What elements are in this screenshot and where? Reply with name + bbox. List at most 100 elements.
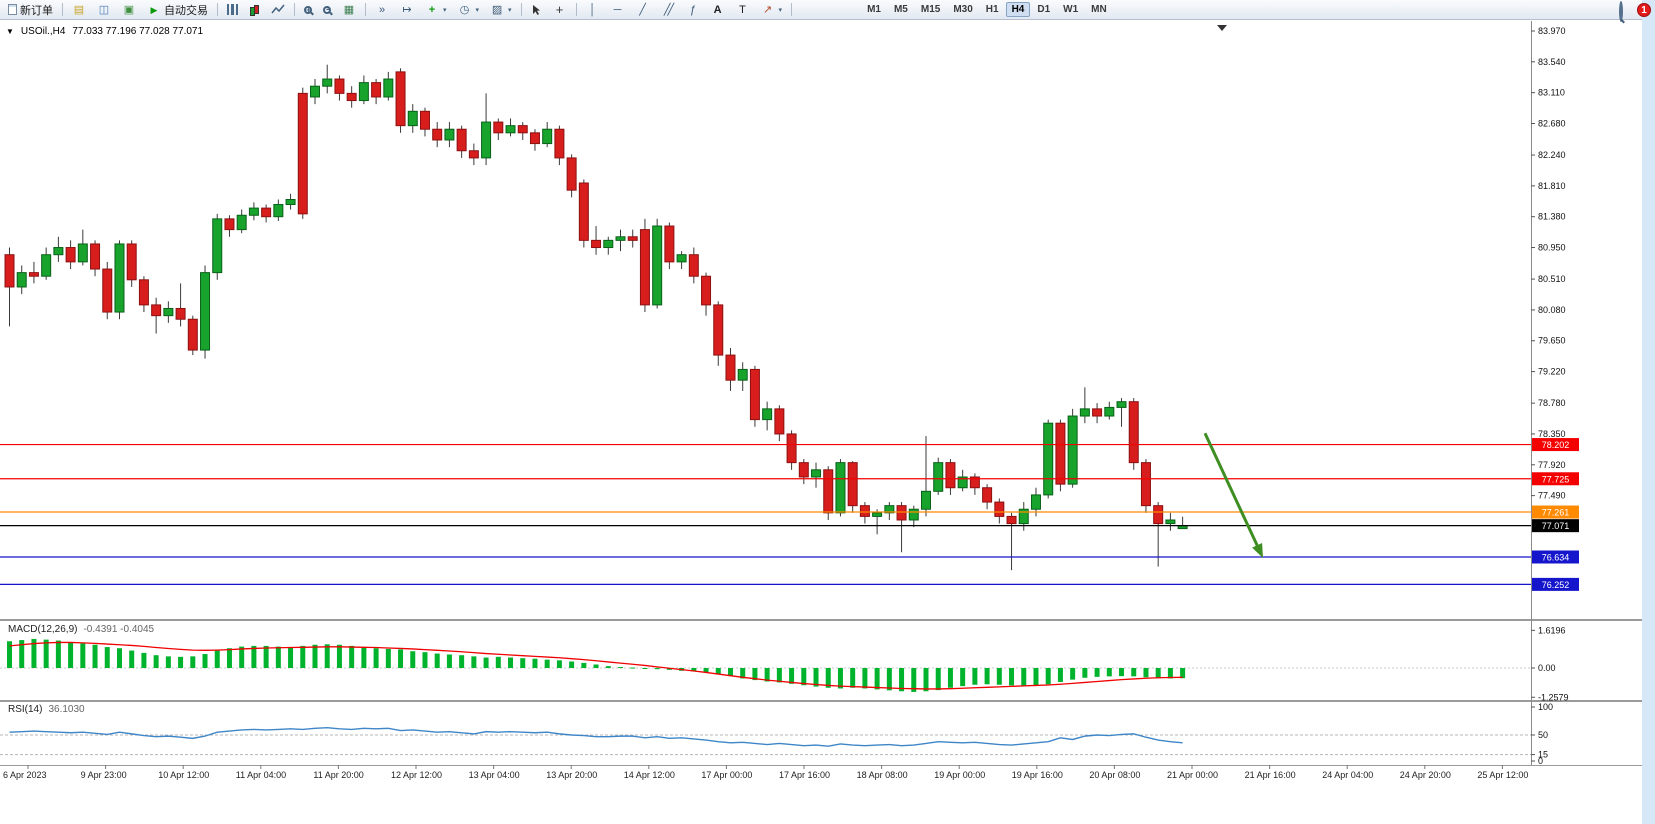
crosshair-icon: + bbox=[555, 1, 564, 17]
symbol-header[interactable]: ▼ USOil.,H4 77.033 77.196 77.028 77.071 bbox=[6, 26, 203, 37]
timeframe-m15[interactable]: M15 bbox=[920, 4, 941, 15]
timeframe-mn[interactable]: MN bbox=[1091, 4, 1107, 15]
svg-text:76.252: 76.252 bbox=[1542, 580, 1570, 590]
horizontal-line-icon: ─ bbox=[613, 3, 622, 16]
svg-text:83.970: 83.970 bbox=[1538, 26, 1566, 36]
periods-button[interactable]: ◷ ▾ bbox=[453, 1, 485, 18]
autotrading-label: 自动交易 bbox=[164, 4, 208, 17]
svg-text:24 Apr 20:00: 24 Apr 20:00 bbox=[1400, 770, 1451, 780]
fibonacci-button[interactable]: ƒ bbox=[681, 1, 705, 18]
chart-shift-button[interactable]: ↦ bbox=[395, 1, 419, 18]
timeframe-m5[interactable]: M5 bbox=[893, 4, 908, 15]
chart-canvas[interactable]: 78.202 77.725 77.261 77.071 76.634 76.252 83.9… bbox=[0, 20, 1642, 824]
toolbar-separator bbox=[791, 3, 793, 16]
bar-chart-icon bbox=[227, 4, 238, 15]
svg-text:13 Apr 04:00: 13 Apr 04:00 bbox=[469, 770, 520, 780]
svg-text:10 Apr 12:00: 10 Apr 12:00 bbox=[158, 770, 209, 780]
price-tag bbox=[1532, 577, 1579, 591]
search-button[interactable] bbox=[1619, 1, 1623, 22]
svg-text:11 Apr 04:00: 11 Apr 04:00 bbox=[236, 770, 286, 780]
svg-text:100: 100 bbox=[1538, 702, 1553, 712]
crosshair-button[interactable]: + bbox=[548, 1, 572, 18]
autotrading-button[interactable]: ▶ 自动交易 bbox=[142, 1, 213, 18]
label-tool-button[interactable]: T bbox=[731, 1, 755, 18]
chevron-down-icon: ▾ bbox=[778, 6, 783, 14]
hline-76.634[interactable]: 76.634 bbox=[0, 550, 1579, 564]
line-chart-icon bbox=[271, 4, 285, 14]
hline-78.202[interactable]: 78.202 bbox=[0, 438, 1579, 452]
hline-77.725[interactable]: 77.725 bbox=[0, 472, 1579, 486]
macd-pane[interactable]: 1.6196 0.00 -1.2579 bbox=[0, 625, 1569, 702]
timeframe-m30[interactable]: M30 bbox=[953, 4, 973, 15]
line-chart-button[interactable] bbox=[266, 1, 290, 18]
svg-text:0.00: 0.00 bbox=[1538, 663, 1556, 673]
rsi-indicator-label: RSI(14) 36.1030 bbox=[8, 704, 85, 715]
bar-chart-button[interactable] bbox=[222, 1, 243, 18]
zoom-in-icon bbox=[304, 5, 312, 15]
svg-text:50: 50 bbox=[1538, 730, 1548, 740]
zoom-out-icon bbox=[323, 4, 331, 15]
arrow-tool-icon: ↗ bbox=[762, 3, 773, 16]
navigator-icon: ▣ bbox=[123, 3, 135, 16]
svg-text:25 Apr 12:00: 25 Apr 12:00 bbox=[1477, 770, 1528, 780]
svg-text:24 Apr 04:00: 24 Apr 04:00 bbox=[1322, 770, 1373, 780]
auto-scroll-button[interactable]: » bbox=[370, 1, 394, 18]
market-watch-button[interactable]: ▤ bbox=[67, 1, 91, 18]
timeframe-m1[interactable]: M1 bbox=[867, 4, 881, 15]
channel-button[interactable]: ╱╱ bbox=[656, 1, 680, 18]
notification-badge[interactable]: 1 bbox=[1637, 3, 1651, 17]
autotrade-play-icon: ▶ bbox=[150, 4, 158, 15]
hline-76.252[interactable]: 76.252 bbox=[0, 577, 1579, 591]
price-tag bbox=[1532, 550, 1579, 564]
channel-icon: ╱╱ bbox=[663, 3, 674, 16]
horizontal-line-button[interactable]: ─ bbox=[606, 1, 630, 18]
trendline-icon: ╱ bbox=[639, 3, 646, 16]
svg-text:13 Apr 20:00: 13 Apr 20:00 bbox=[546, 770, 597, 780]
svg-text:0: 0 bbox=[1538, 756, 1543, 766]
time-axis[interactable]: 6 Apr 2023 9 Apr 23:00 10 Apr 12:00 11 Apr … bbox=[3, 765, 1528, 780]
rsi-pane[interactable]: 100 50 150 bbox=[0, 702, 1553, 766]
chevron-down-icon: ▾ bbox=[508, 6, 512, 14]
zoom-out-button[interactable] bbox=[318, 1, 336, 18]
text-tool-button[interactable]: A bbox=[706, 1, 730, 18]
trendline-button[interactable]: ╱ bbox=[631, 1, 655, 18]
template-icon: ▨ bbox=[491, 3, 503, 16]
timeframe-h4[interactable]: H4 bbox=[1005, 2, 1031, 17]
hline-77.071[interactable]: 77.071 bbox=[0, 519, 1579, 533]
timeframe-w1[interactable]: W1 bbox=[1063, 4, 1079, 15]
trend-arrow[interactable] bbox=[1203, 432, 1263, 558]
rsi-name: RSI(14) bbox=[8, 704, 43, 715]
svg-text:19 Apr 16:00: 19 Apr 16:00 bbox=[1012, 770, 1063, 780]
tile-windows-button[interactable]: ▦ bbox=[337, 1, 361, 18]
timeframe-d1[interactable]: D1 bbox=[1037, 4, 1051, 15]
symbol-dropdown-icon[interactable]: ▼ bbox=[6, 27, 14, 36]
candlestick-icon bbox=[249, 4, 260, 16]
navigator-button[interactable]: ▣ bbox=[117, 1, 141, 18]
timeframe-h1[interactable]: H1 bbox=[985, 4, 999, 15]
svg-text:77.490: 77.490 bbox=[1538, 491, 1566, 501]
toolbar-separator bbox=[575, 3, 577, 16]
text-tool-icon: A bbox=[713, 3, 722, 16]
price-axis[interactable]: 83.970 83.540 83.110 82.680 82.240 81.810 81.3… bbox=[1531, 26, 1566, 501]
symbol-title: USOil.,H4 bbox=[20, 26, 66, 37]
zoom-in-button[interactable] bbox=[299, 1, 317, 18]
data-window-button[interactable]: ◫ bbox=[92, 1, 116, 18]
chart-shift-marker[interactable] bbox=[1217, 25, 1227, 31]
candlestick-chart-button[interactable] bbox=[244, 1, 265, 18]
new-order-button[interactable]: 新订单 bbox=[3, 1, 58, 18]
templates-button[interactable]: ▨ ▾ bbox=[485, 1, 517, 18]
hline-77.261[interactable]: 77.261 bbox=[0, 505, 1579, 519]
rsi-value: 36.1030 bbox=[48, 704, 85, 715]
svg-text:83.110: 83.110 bbox=[1538, 88, 1565, 98]
indicators-button[interactable]: + ▾ bbox=[420, 1, 452, 18]
window-edge-strip bbox=[1642, 0, 1655, 824]
chevron-down-icon: ▾ bbox=[475, 6, 480, 14]
svg-text:77.261: 77.261 bbox=[1542, 508, 1570, 518]
cursor-button[interactable] bbox=[526, 1, 547, 18]
auto-scroll-icon: » bbox=[378, 3, 386, 16]
candles-layer[interactable] bbox=[4, 64, 1188, 571]
toolbar-separator bbox=[294, 3, 295, 16]
vertical-line-button[interactable]: │ bbox=[581, 1, 605, 18]
arrows-tool-button[interactable]: ↗ ▾ bbox=[756, 1, 788, 18]
label-tool-icon: T bbox=[739, 3, 746, 16]
